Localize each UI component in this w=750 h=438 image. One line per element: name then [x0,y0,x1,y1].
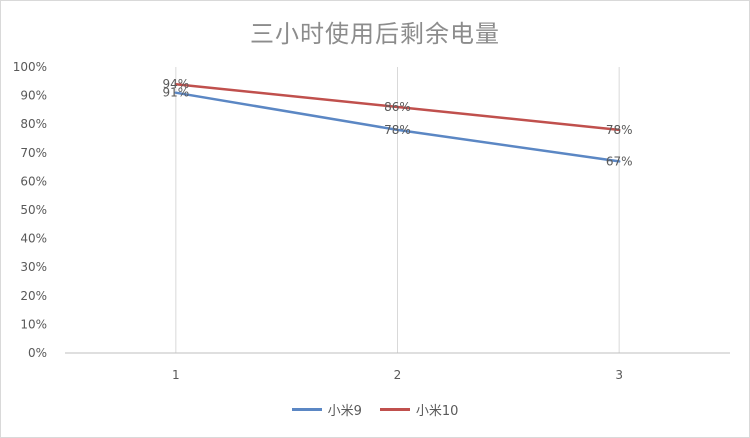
chart-title: 三小时使用后剩余电量 [250,20,500,48]
y-tick-label: 0% [28,346,47,360]
y-tick-label: 100% [13,60,47,74]
y-tick-label: 80% [20,117,47,131]
y-tick-label: 90% [20,89,47,103]
legend-swatch-series-1 [291,408,322,411]
data-label-series-1: 78% [384,123,411,137]
data-label-series-1: 91% [162,86,189,100]
data-label-series-2: 94% [162,77,189,91]
series-line-2 [174,82,621,132]
data-label-series-1: 67% [606,154,633,168]
x-tick-label: 1 [172,368,180,382]
data-label-series-2: 78% [606,123,633,137]
y-tick-label: 40% [20,232,47,246]
x-tick-label: 2 [394,368,402,382]
y-tick-label: 70% [20,146,47,160]
legend-item-series-1[interactable]: 小米9 [291,400,362,419]
y-tick-label: 60% [20,174,47,188]
x-tick-label: 3 [615,368,623,382]
y-tick-label: 20% [20,289,47,303]
legend-item-series-2[interactable]: 小米10 [379,400,459,419]
y-tick-label: 50% [20,203,47,217]
legend-label-series-2: 小米10 [415,404,459,419]
y-tick-label: 30% [20,260,47,274]
y-tick-label: 10% [20,317,47,331]
legend-swatch-series-2 [379,408,410,411]
series-line-1 [174,91,621,163]
legend: 小米9 小米10 [0,400,750,419]
legend-label-series-1: 小米9 [327,404,362,419]
data-label-series-2: 86% [384,100,411,114]
